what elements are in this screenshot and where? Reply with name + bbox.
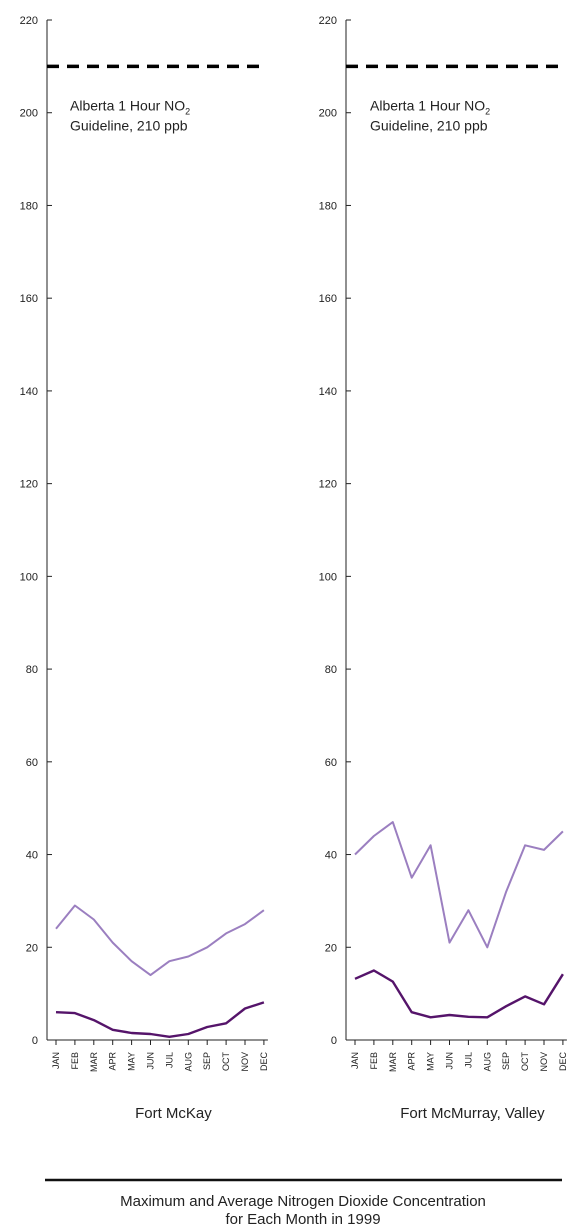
y-tick-label: 220 xyxy=(20,15,38,27)
y-tick-label: 140 xyxy=(20,386,38,398)
x-tick-label: AUG xyxy=(482,1052,492,1072)
y-tick-label: 100 xyxy=(20,571,38,583)
x-tick-label: JUL xyxy=(463,1052,473,1068)
panel-fort-mcmurray-valley: 0 20 40 60 80 100 120 140 160 180 200 220 JAN FEB MAR A… xyxy=(319,15,567,1122)
y-tick-label: 180 xyxy=(20,200,38,212)
maximum-series-line xyxy=(55,904,265,977)
x-tick-label: NOV xyxy=(539,1052,549,1072)
x-tick-label: MAR xyxy=(388,1052,398,1073)
y-tick-label: 60 xyxy=(325,757,337,769)
x-tick-label: AUG xyxy=(183,1052,193,1072)
x-tick-label: NOV xyxy=(240,1052,250,1072)
y-tick-label: 0 xyxy=(32,1035,38,1047)
y-tick-label: 80 xyxy=(26,664,38,676)
x-tick-label: JAN xyxy=(350,1052,360,1069)
x-tick-label: MAR xyxy=(89,1052,99,1073)
caption-line-2: for Each Month in 1999 xyxy=(225,1211,380,1226)
y-tick-label: 80 xyxy=(325,664,337,676)
guideline-label-subscript: 2 xyxy=(185,106,190,116)
y-tick-label: 200 xyxy=(319,108,337,120)
panel-title: Fort McMurray, Valley xyxy=(400,1105,545,1122)
x-tick-label: FEB xyxy=(369,1052,379,1070)
y-tick-label: 200 xyxy=(20,108,38,120)
x-tick-label: DEC xyxy=(558,1052,567,1072)
panel-title: Fort McKay xyxy=(135,1105,212,1122)
y-tick-label: 220 xyxy=(319,15,337,27)
y-tick-label: 120 xyxy=(319,479,337,491)
y-tick-label: 180 xyxy=(319,200,337,212)
x-tick-label: OCT xyxy=(221,1052,231,1072)
x-tick-label: JAN xyxy=(51,1052,61,1069)
y-tick-label: 40 xyxy=(26,850,38,862)
x-tick-label: SEP xyxy=(202,1052,212,1070)
y-tick-label: 20 xyxy=(26,942,38,954)
x-tick-label: SEP xyxy=(501,1052,511,1070)
x-tick-label: MAY xyxy=(127,1052,137,1071)
x-tick-label: JUN xyxy=(146,1052,156,1070)
y-tick-label: 60 xyxy=(26,757,38,769)
average-series-line xyxy=(55,1001,265,1039)
guideline-label-line-2: Guideline, 210 ppb xyxy=(70,117,188,133)
average-series-line xyxy=(354,969,564,1019)
caption-line-1: Maximum and Average Nitrogen Dioxide Con… xyxy=(120,1193,486,1210)
guideline-label-line-1: Alberta 1 Hour NO2 xyxy=(370,97,490,116)
x-tick-label: MAY xyxy=(426,1052,436,1071)
y-tick-label: 120 xyxy=(20,479,38,491)
x-tick-label: FEB xyxy=(70,1052,80,1070)
y-tick-label: 140 xyxy=(319,386,337,398)
y-tick-label: 160 xyxy=(20,293,38,305)
x-tick-label: DEC xyxy=(259,1052,269,1072)
y-tick-label: 0 xyxy=(331,1035,337,1047)
x-tick-label: JUN xyxy=(445,1052,455,1070)
panel-fort-mckay: 0 20 40 60 80 100 120 140 160 180 200 220 JAN FEB MAR A… xyxy=(20,15,269,1122)
x-tick-label: JUL xyxy=(164,1052,174,1068)
y-tick-label: 20 xyxy=(325,942,337,954)
guideline-label-line-2: Guideline, 210 ppb xyxy=(370,117,488,133)
x-tick-label: APR xyxy=(407,1052,417,1071)
y-tick-label: 100 xyxy=(319,571,337,583)
y-tick-label: 160 xyxy=(319,293,337,305)
y-tick-label: 40 xyxy=(325,850,337,862)
guideline-label-subscript: 2 xyxy=(485,106,490,116)
maximum-series-line xyxy=(354,821,564,949)
x-tick-label: APR xyxy=(108,1052,118,1071)
x-tick-label: OCT xyxy=(520,1052,530,1072)
guideline-label-line-1: Alberta 1 Hour NO2 xyxy=(70,97,190,116)
